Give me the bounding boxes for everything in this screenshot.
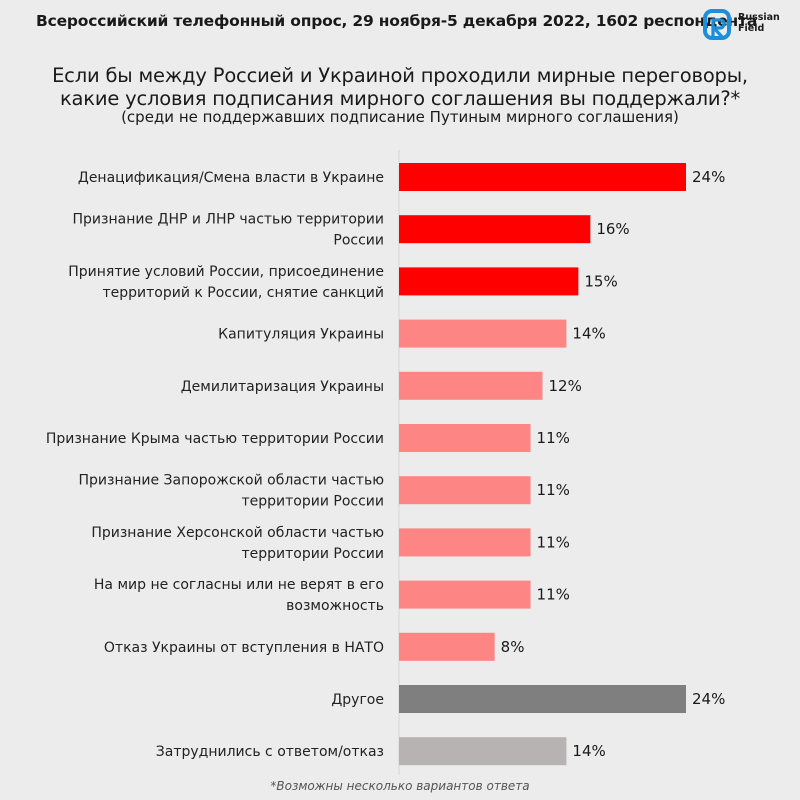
category-label: Признание Запорожской области частью [79, 473, 385, 489]
category-label: Другое [331, 692, 384, 708]
bar [399, 685, 686, 713]
category-label: Отказ Украины от вступления в НАТО [104, 640, 384, 656]
category-label: территорий к России, снятие санкций [102, 285, 384, 301]
chart-subtitle: (среди не поддержавших подписание Путины… [121, 108, 679, 126]
bar [399, 476, 531, 505]
data-label: 24% [692, 168, 725, 186]
bar [399, 528, 531, 557]
data-label: 14% [572, 742, 605, 760]
category-label: территории России [242, 494, 385, 510]
category-label: Денацификация/Смена власти в Украине [78, 170, 384, 186]
data-label: 24% [692, 690, 725, 708]
russian-field-logo-icon [703, 9, 731, 40]
chart-title-line2: какие условия подписания мирного соглаше… [59, 87, 741, 110]
bar [399, 737, 567, 766]
footnote: *Возможны несколько вариантов ответа [270, 779, 530, 793]
survey-info: Всероссийский телефонный опрос, 29 ноябр… [36, 12, 758, 30]
data-label: 15% [584, 272, 617, 290]
data-label: 11% [537, 429, 570, 447]
bar [399, 580, 531, 609]
data-label: 14% [572, 325, 605, 343]
bar [399, 215, 591, 244]
category-label: возможность [286, 598, 384, 614]
category-label: Признание ДНР и ЛНР частью территории [73, 212, 385, 228]
bar [399, 371, 543, 400]
category-label: территории России [242, 546, 385, 562]
category-label: России [333, 233, 384, 249]
category-label: Признание Херсонской области частью [91, 525, 384, 541]
logo-line1: Russian [738, 12, 780, 23]
data-label: 12% [549, 377, 582, 395]
category-label: Капитуляция Украины [218, 327, 384, 343]
data-label: 8% [501, 638, 525, 656]
bar [399, 319, 567, 348]
data-label: 11% [537, 481, 570, 499]
bar [399, 424, 531, 452]
category-label: Признание Крыма частью территории России [46, 431, 384, 447]
category-label: Затруднились с ответом/отказ [156, 744, 384, 760]
logo-text: Russian Field [738, 12, 780, 34]
chart-title-line1: Если бы между Россией и Украиной проходи… [52, 64, 748, 87]
logo-line2: Field [738, 23, 765, 34]
russian-field-logo: Russian Field [702, 8, 794, 42]
category-label: Демилитаризация Украины [181, 379, 384, 395]
data-label: 16% [596, 220, 629, 238]
data-label: 11% [537, 586, 570, 604]
data-label: 11% [537, 533, 570, 551]
bar [399, 632, 495, 661]
bar [399, 163, 686, 191]
bar [399, 267, 579, 296]
category-label: Принятие условий России, присоединение [68, 264, 384, 280]
category-label: На мир не согласны или не верят в его [94, 577, 384, 593]
